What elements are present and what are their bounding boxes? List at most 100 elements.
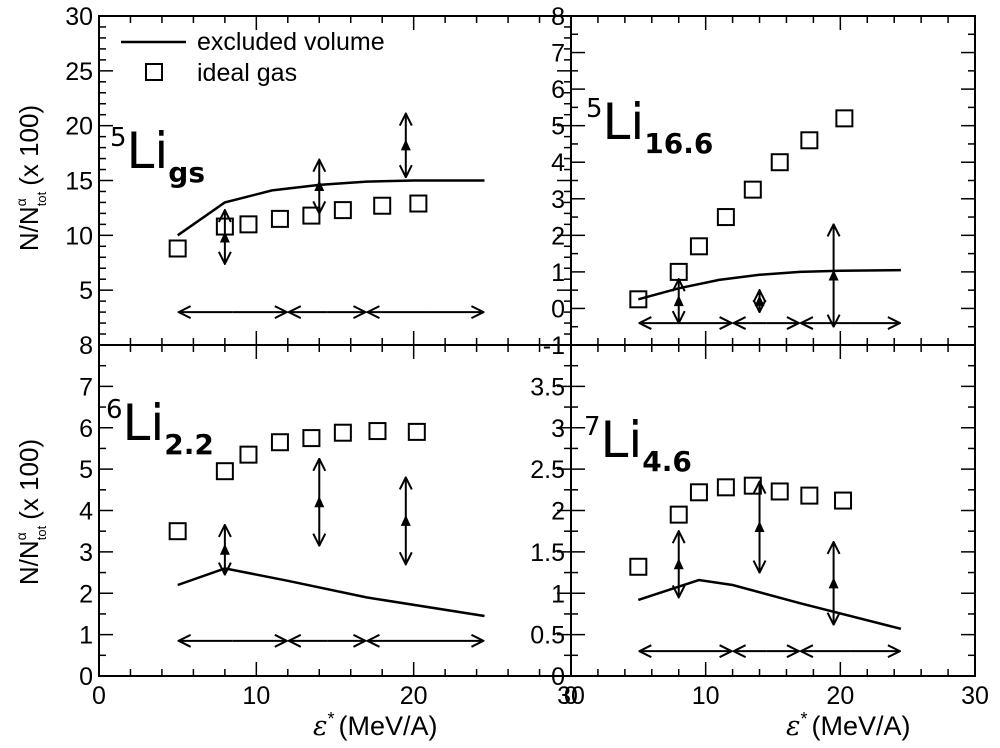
data-point-triangle	[219, 231, 230, 243]
excluded-volume-line	[177, 567, 485, 618]
axis-labels: N/Nα tot(x 100) N/Nα tot(x 100) ε* (MeV/A) ε*(…	[13, 105, 911, 742]
y-tick-label: 7	[79, 373, 93, 401]
y-axis-label-top: N/Nα tot(x 100)	[13, 105, 49, 251]
ideal-gas-marker	[215, 462, 234, 481]
ideal-gas-marker	[239, 445, 258, 464]
y-tick-label: 4	[79, 498, 93, 526]
excluded-volume-line	[637, 578, 902, 631]
y-tick-label: 3	[551, 186, 565, 214]
ideal-gas-marker	[302, 429, 321, 448]
panel-isotope-label: 5Li16.6	[586, 93, 713, 160]
y-tick-label: 1	[79, 622, 93, 650]
y-tick-label: 0	[79, 663, 93, 691]
ideal-gas-marker	[333, 201, 352, 220]
isotope-element: Li	[603, 93, 645, 151]
y-tick-label: 1	[551, 580, 565, 608]
excluded-volume-line	[176, 179, 485, 237]
data-point-triangle	[400, 514, 411, 526]
x-tick-label: 30	[557, 682, 585, 710]
isotope-element: Li	[127, 122, 169, 180]
data-point-triangle	[828, 577, 839, 589]
ideal-gas-marker	[743, 180, 762, 199]
panels-layer: 510152025305Ligs-10123456785Li16.6012345…	[65, 3, 989, 710]
y-tick-label: 20	[65, 113, 93, 141]
y-tick-label: 3.5	[530, 373, 565, 401]
ideal-gas-marker	[168, 239, 187, 258]
y-tick-label: 0.5	[530, 622, 565, 650]
y-axis-label-bottom: N/Nα tot(x 100)	[13, 439, 49, 585]
ideal-gas-marker	[409, 194, 428, 213]
isotope-state: 4.6	[642, 445, 692, 478]
ideal-gas-marker	[716, 478, 735, 497]
ideal-gas-marker	[689, 237, 708, 256]
data-point-triangle	[314, 496, 325, 508]
ideal-gas-marker	[770, 153, 789, 172]
ideal-gas-marker	[239, 215, 258, 234]
ideal-gas-marker	[368, 422, 387, 441]
ideal-gas-marker	[669, 505, 688, 524]
ideal-gas-marker	[407, 422, 426, 441]
y-tick-label: 0	[551, 295, 565, 323]
isotope-mass: 7	[584, 412, 601, 442]
data-point-triangle	[673, 558, 684, 570]
y-tick-label: 8	[551, 3, 565, 31]
y-tick-label: 4	[551, 149, 565, 177]
y-tick-label: 15	[65, 168, 93, 196]
y-tick-label: 5	[551, 113, 565, 141]
plot-frame	[570, 15, 976, 346]
data-point-triangle	[828, 269, 839, 281]
panel-isotope-label: 5Ligs	[110, 122, 205, 189]
x-tick-label: 20	[826, 682, 854, 710]
ideal-gas-marker	[834, 491, 853, 510]
ideal-gas-marker	[629, 557, 648, 576]
ideal-gas-marker	[270, 209, 289, 228]
panel-isotope-label: 7Li4.6	[584, 411, 692, 478]
ideal-gas-marker	[373, 196, 392, 215]
y-tick-label: 3	[551, 415, 565, 443]
data-point-triangle	[219, 543, 230, 555]
data-point-triangle	[314, 179, 325, 191]
ideal-gas-marker	[168, 522, 187, 541]
y-tick-label: 5	[79, 277, 93, 305]
isotope-mass: 6	[106, 395, 123, 425]
x-axis-label-right: ε* (MeV/A)	[786, 709, 911, 742]
plot-frame	[98, 344, 572, 677]
ideal-gas-marker	[800, 486, 819, 505]
y-tick-label: 8	[79, 332, 93, 360]
ideal-gas-marker	[302, 206, 321, 225]
y-tick-label: 30	[65, 3, 93, 31]
x-tick-label: 20	[400, 682, 428, 710]
data-point-triangle	[754, 295, 765, 307]
y-tick-label: 3	[79, 539, 93, 567]
y-tick-label: 2	[551, 498, 565, 526]
x-tick-label: 10	[692, 682, 720, 710]
ideal-gas-marker	[716, 208, 735, 227]
y-tick-label: 7	[551, 40, 565, 68]
x-tick-label: 10	[242, 682, 270, 710]
ideal-gas-marker	[333, 423, 352, 442]
y-tick-label: 0	[551, 663, 565, 691]
isotope-element: Li	[601, 411, 643, 469]
ideal-gas-marker	[270, 433, 289, 452]
legend: excluded volume ideal gas	[121, 28, 385, 87]
legend-line-label: excluded volume	[197, 28, 385, 56]
ideal-gas-marker	[800, 131, 819, 150]
legend-marker-label: ideal gas	[197, 59, 297, 87]
isotope-mass: 5	[110, 123, 127, 153]
y-tick-label: 10	[65, 222, 93, 250]
y-tick-label: 2	[79, 580, 93, 608]
ideal-gas-marker	[629, 290, 648, 309]
plot-frame	[570, 344, 976, 677]
data-point-triangle	[400, 139, 411, 151]
y-tick-label: 1	[551, 259, 565, 287]
x-axis-label-left: ε* (MeV/A)	[313, 709, 438, 742]
ideal-gas-marker	[770, 482, 789, 501]
isotope-state: 2.2	[164, 428, 214, 461]
isotope-mass: 5	[586, 94, 603, 124]
y-tick-label: 25	[65, 58, 93, 86]
isotope-state: 16.6	[644, 127, 713, 160]
isotope-element: Li	[123, 394, 165, 452]
